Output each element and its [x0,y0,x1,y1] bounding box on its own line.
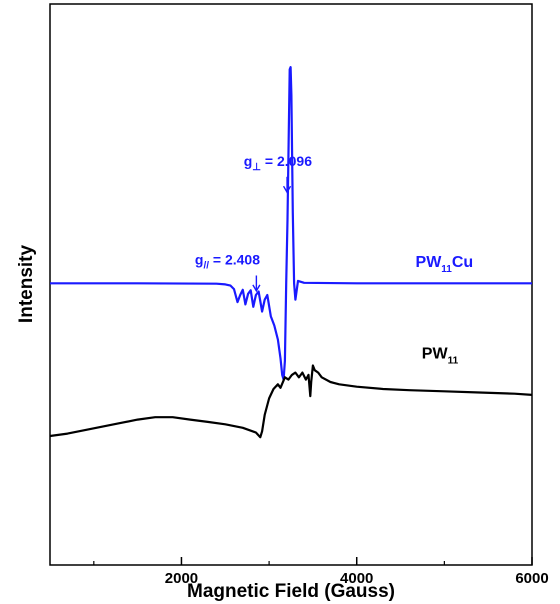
x-ticks: 2000 4000 6000 [93,557,549,587]
x-tick-label: 6000 [515,570,548,587]
annotation-g-perp: g⊥ = 2.096 [244,153,312,173]
annotation-arrowhead-g-perp [282,185,292,194]
annotation-g-par: g// = 2.408 [195,251,260,271]
series-label-pw11cu: PW11Cu [416,254,474,275]
y-axis-title: Intensity [16,245,37,324]
series-line-pw11 [49,364,533,439]
x-tick-label: 4000 [340,570,373,587]
x-tick-label: 2000 [165,570,198,587]
x-axis-title: Magnetic Field (Gauss) [187,581,395,602]
series-line-pw11cu [50,66,532,381]
series-group [49,66,533,439]
series-label-pw11: PW11 [422,345,459,366]
annotations-group: g⊥ = 2.096 g// = 2.408 [195,153,312,293]
series-labels-group: PW11Cu PW11 [416,254,474,367]
annotation-arrowhead-g-par [252,284,261,293]
plot-frame [49,3,533,566]
